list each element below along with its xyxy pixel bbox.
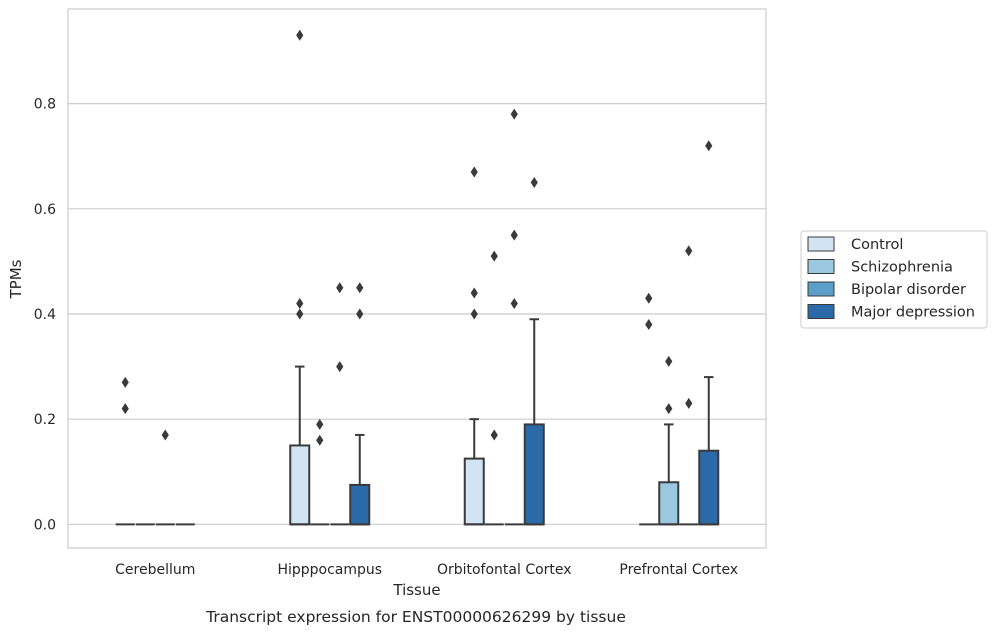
y-tick-label: 0.2: [34, 412, 56, 428]
box-body: [289, 444, 311, 526]
box-1-1: [310, 418, 330, 526]
outlier-point: [316, 434, 324, 446]
box-layer: [115, 29, 720, 526]
box-3-2: [679, 245, 699, 526]
box-2-1: [484, 250, 504, 526]
outlier-point: [356, 308, 364, 320]
outlier-point: [316, 418, 324, 430]
x-tick-label: Hipppocampus: [277, 562, 382, 578]
y-tick-label: 0.0: [34, 517, 56, 533]
legend-swatch: [807, 259, 835, 274]
outlier-point: [336, 361, 344, 373]
legend-label: Major depression: [851, 305, 975, 321]
box-3-0: [639, 292, 659, 526]
legend-swatch: [807, 281, 835, 297]
legend-swatch: [807, 236, 835, 252]
outlier-point: [685, 397, 693, 409]
outlier-point: [645, 292, 653, 304]
outlier-point: [470, 166, 478, 178]
y-tick-label: 0.6: [34, 202, 56, 218]
outlier-point: [705, 140, 713, 152]
box-body: [463, 457, 485, 526]
y-tick-label: 0.4: [34, 307, 56, 323]
outlier-point: [296, 29, 304, 41]
outlier-point: [296, 297, 304, 309]
plot-frame: [67, 8, 767, 549]
box-2-3: [523, 177, 545, 526]
x-tick-label: Cerebellum: [115, 562, 195, 578]
outlier-point: [470, 287, 478, 299]
outlier-point: [530, 177, 538, 189]
x-tick-labels: Cerebellum Hipppocampus Orbitofontal Corte…: [115, 562, 738, 578]
box-2-0: [463, 166, 485, 526]
outlier-point: [161, 429, 169, 441]
legend-label: Bipolar disorder: [851, 282, 966, 298]
outlier-point: [121, 376, 129, 388]
legend-items: Control Schizophrenia Bipolar disorder Majo…: [807, 236, 975, 321]
box-body: [658, 481, 680, 526]
y-tick-labels: 0.0 0.2 0.4 0.6 0.8: [34, 97, 56, 534]
outlier-point: [470, 308, 478, 320]
box-1-3: [349, 282, 371, 526]
outlier-point: [490, 429, 498, 441]
legend-label: Control: [851, 237, 903, 253]
x-tick-label: Prefrontal Cortex: [619, 562, 738, 578]
outlier-point: [490, 250, 498, 262]
outlier-point: [510, 229, 518, 241]
outlier-point: [645, 319, 653, 331]
outlier-point: [685, 245, 693, 257]
box-1-2: [330, 282, 350, 526]
box-3-1: [658, 355, 680, 526]
grid-lines: [68, 103, 766, 525]
outlier-point: [510, 297, 518, 309]
y-tick-label: 0.8: [34, 97, 56, 113]
outlier-point: [356, 282, 364, 294]
legend-label: Schizophrenia: [851, 260, 953, 276]
x-axis-label: Tissue: [392, 581, 440, 599]
outlier-point: [121, 403, 129, 415]
outlier-point: [665, 355, 673, 367]
box-3-3: [698, 140, 720, 526]
box-body: [523, 423, 545, 526]
chart-caption: Transcript expression for ENST0000062629…: [205, 608, 626, 626]
box-body: [698, 449, 720, 526]
box-1-0: [289, 29, 311, 526]
box-0-0: [115, 376, 135, 526]
outlier-point: [665, 403, 673, 415]
box-body: [349, 483, 371, 526]
x-tick-label: Orbitofontal Cortex: [437, 562, 572, 578]
y-axis-label: TPMs: [7, 259, 25, 299]
legend: Control Schizophrenia Bipolar disorder Majo…: [800, 230, 988, 329]
box-2-2: [504, 108, 524, 526]
box-0-2: [155, 429, 175, 526]
legend-swatch: [807, 304, 835, 319]
outlier-point: [296, 308, 304, 320]
outlier-point: [336, 282, 344, 294]
outlier-point: [510, 108, 518, 120]
legend-frame: [800, 230, 988, 329]
